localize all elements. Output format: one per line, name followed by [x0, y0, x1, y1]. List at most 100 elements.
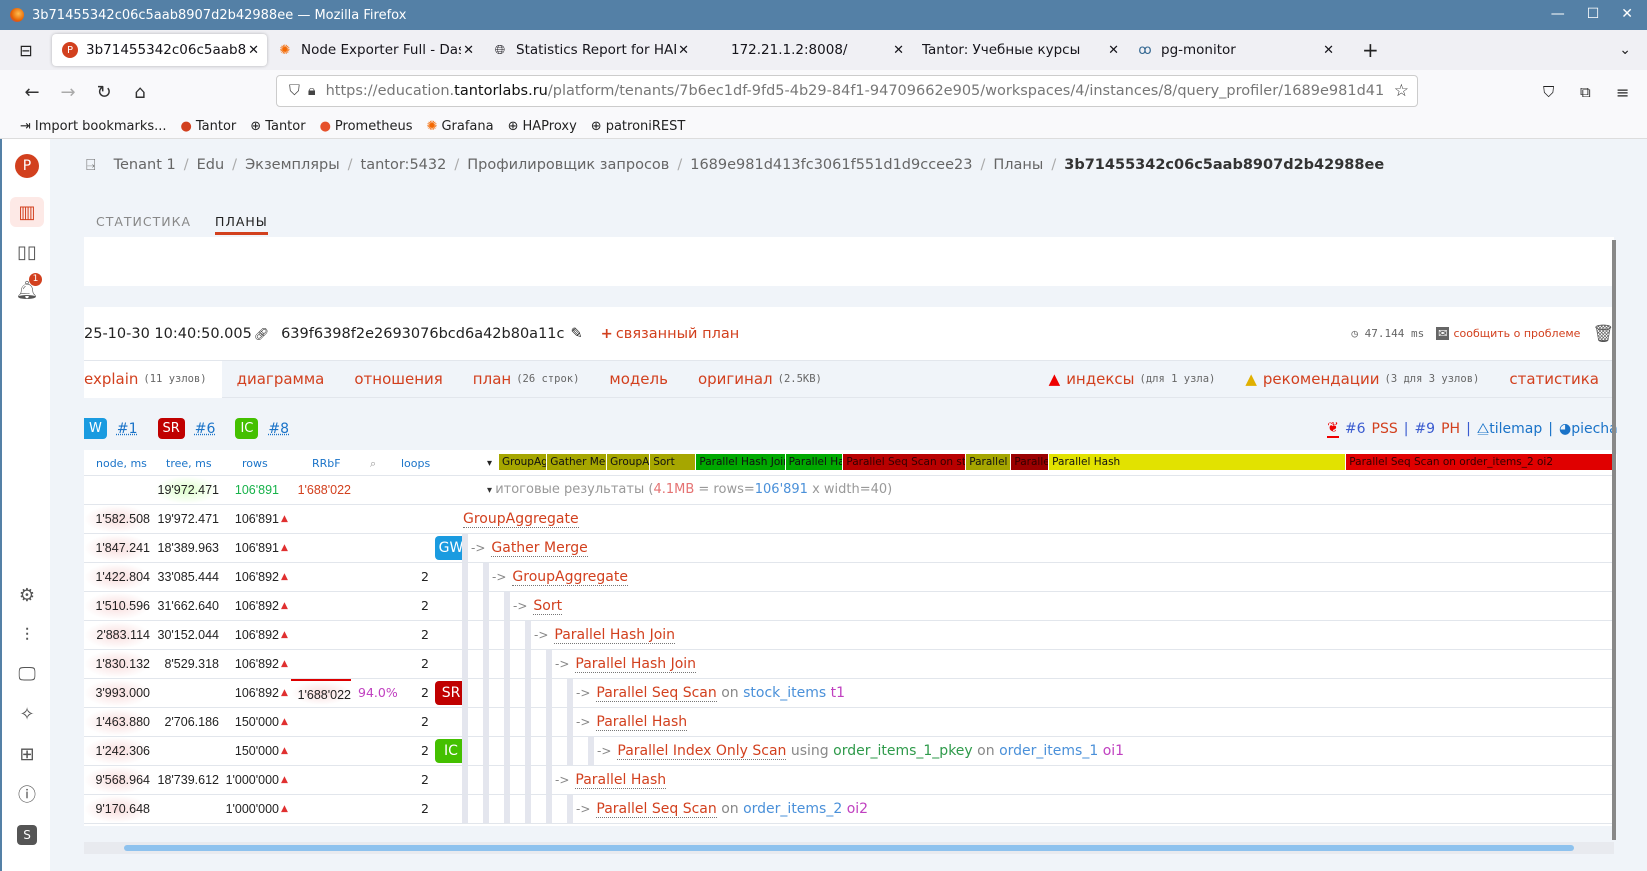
table-row[interactable]: 1'830.132 8'529.318 106'892 ▲ 2 -> Parallel Ha…	[84, 650, 1614, 679]
plan-node-name[interactable]: Parallel Hash Join	[554, 627, 676, 644]
collapse-sidebar-icon[interactable]: ⍈	[86, 155, 96, 174]
table-row[interactable]: 1'582.508 19'972.471 106'891 ▲ GroupAggregat…	[84, 505, 1614, 534]
plan-node-name[interactable]: Gather Merge	[491, 540, 588, 557]
menu-icon[interactable]: ≡	[1616, 82, 1630, 102]
bookmark-patronirest[interactable]: ⊕ patroniREST	[591, 119, 686, 134]
table-row[interactable]: 9'568.964 18'739.612 1'000'000 ▲ 2 -> Parallel…	[84, 766, 1614, 795]
timeline-segment[interactable]: Parallel Seq Scan on stock_items t1	[843, 454, 967, 470]
breadcrumb-item[interactable]: tantor:5432	[360, 157, 447, 173]
sidebar-item-instances[interactable]: ▥	[10, 197, 44, 227]
shield-icon[interactable]: ⛉	[289, 83, 300, 99]
sidebar-item-monitor[interactable]: 🖵︎	[10, 659, 44, 689]
badge-link[interactable]: #6	[194, 420, 216, 437]
tab-recommendations[interactable]: ▲ рекомендации (3 для 3 узлов)	[1245, 370, 1480, 388]
plan-node-name[interactable]: GroupAggregate	[512, 569, 628, 586]
node-badge[interactable]: GW	[435, 536, 467, 560]
close-tab-icon[interactable]: ✕	[1323, 42, 1334, 58]
back-button[interactable]: ←	[24, 81, 40, 103]
bookmark-tantor-2[interactable]: ⊕ Tantor	[250, 119, 305, 134]
col-rows[interactable]: rows	[242, 457, 268, 470]
tab-overview-icon[interactable]: ⊟	[19, 40, 33, 60]
badge-sr[interactable]: SR	[157, 418, 185, 439]
report-problem-link[interactable]: сообщить о проблеме	[1453, 327, 1581, 340]
timeline-segment[interactable]: GroupAggregate	[499, 454, 548, 470]
extensions-icon[interactable]: ⧉	[1580, 83, 1591, 101]
table-row[interactable]: 1'422.804 33'085.444 106'892 ▲ 2 -> GroupAggre…	[84, 563, 1614, 592]
close-tab-icon[interactable]: ✕	[463, 42, 474, 58]
vertical-scrollbar[interactable]	[1612, 240, 1616, 840]
plan-node-name[interactable]: Parallel Seq Scan	[596, 685, 717, 702]
minimize-button[interactable]: —	[1550, 6, 1565, 22]
bookmark-import[interactable]: ⇥ Import bookmarks...	[20, 119, 167, 134]
table-row[interactable]: 1'510.596 31'662.640 106'892 ▲ 2 -> Sort	[84, 592, 1614, 621]
close-tab-icon[interactable]: ✕	[893, 42, 904, 58]
horizontal-scrollbar[interactable]	[84, 842, 1614, 854]
timeline-segment[interactable]: Parallel Index Only Scan	[1011, 454, 1050, 470]
reload-button[interactable]: ↻	[96, 81, 112, 103]
plan-node-name[interactable]: Parallel Seq Scan	[596, 801, 717, 818]
tab-statistics[interactable]: СТАТИСТИКА	[96, 214, 192, 229]
tab-original[interactable]: оригинал (2.5KB)	[697, 370, 822, 388]
timeline-segment[interactable]: Parallel Hash	[1049, 454, 1347, 470]
col-tree-ms[interactable]: tree, ms	[166, 457, 212, 470]
browser-tab[interactable]: P 3b71455342c06c5aab8907d2b42988ee✕	[52, 34, 267, 66]
bookmark-prometheus[interactable]: ● Prometheus	[320, 119, 413, 134]
badge-link[interactable]: #8	[268, 420, 289, 437]
close-tab-icon[interactable]: ✕	[1108, 42, 1119, 58]
breadcrumb-item[interactable]: Планы	[993, 157, 1044, 173]
sidebar-item-docs[interactable]: ▯▯	[10, 237, 44, 267]
close-tab-icon[interactable]: ✕	[678, 42, 689, 58]
tilemap-link[interactable]: ⧋tilemap	[1476, 421, 1543, 437]
plan-node-name[interactable]: Parallel Index Only Scan	[617, 743, 787, 760]
node-badge[interactable]: SR	[435, 681, 467, 705]
col-node-ms[interactable]: node, ms	[96, 457, 147, 470]
badge-link[interactable]: #1	[116, 420, 138, 437]
hot-node-label[interactable]: PSS	[1371, 421, 1398, 437]
edit-icon[interactable]: ✎	[570, 325, 583, 342]
timeline-segment[interactable]: Parallel Hash Join	[696, 454, 786, 470]
timeline-segment[interactable]: Parallel Seq Scan on order_items_2 oi2	[1346, 454, 1618, 470]
bookmark-haproxy[interactable]: ⊕ HAProxy	[508, 119, 577, 134]
node-badge[interactable]: IC	[435, 739, 467, 763]
tab-model[interactable]: модель	[609, 370, 668, 388]
search-icon[interactable]: ⌕	[370, 457, 377, 470]
timeline-segment[interactable]: Parallel Hash Join	[785, 454, 844, 470]
close-window-button[interactable]: ✕	[1621, 6, 1633, 22]
breadcrumb-item[interactable]: 1689e981d413fc3061f551d1d9ccee23	[690, 157, 973, 173]
collapse-chevron-icon[interactable]: ▾	[487, 458, 493, 469]
sidebar-item-help[interactable]: ⓘ	[10, 779, 44, 809]
user-avatar[interactable]: S	[10, 820, 44, 850]
tab-statistics-view[interactable]: статистика	[1509, 370, 1599, 388]
breadcrumb-item[interactable]: Экземпляры	[245, 157, 340, 173]
plan-node-name[interactable]: Parallel Hash Join	[575, 656, 697, 673]
tab-explain[interactable]: explain (11 узлов)	[84, 360, 222, 398]
sidebar-item-settings[interactable]: ⚙	[10, 580, 44, 610]
table-row[interactable]: 2'883.114 30'152.044 106'892 ▲ 2 -> Parallel H…	[84, 621, 1614, 650]
trash-icon[interactable]: 🗑︎	[1592, 323, 1614, 344]
chevron-down-icon[interactable]: ▾	[487, 485, 496, 496]
sidebar-item-apps[interactable]: ⊞	[10, 739, 44, 769]
timeline-segment[interactable]: Sort	[650, 454, 697, 470]
bookmark-tantor[interactable]: ● Tantor	[181, 119, 237, 134]
browser-tab[interactable]: ꝏ pg-monitor ✕	[1127, 34, 1342, 66]
browser-tab[interactable]: Tantor: Учебные курсы по Ад ✕	[912, 34, 1127, 66]
home-button[interactable]: ⌂	[134, 81, 146, 103]
hot-node-link[interactable]: #6	[1344, 421, 1366, 437]
table-row[interactable]: 3'993.000 106'892 ▲ 1'688'022 94.0% 2 SR -> Para…	[84, 679, 1614, 708]
plan-node-name[interactable]: Parallel Hash	[596, 714, 688, 731]
hot-node-link[interactable]: #9	[1414, 421, 1436, 437]
bookmark-star-icon[interactable]: ☆	[1393, 81, 1409, 101]
close-tab-icon[interactable]: ✕	[248, 42, 259, 58]
sidebar-item-tuning[interactable]: ⫶	[10, 620, 44, 650]
maximize-button[interactable]: ☐	[1586, 6, 1600, 22]
timeline-segment[interactable]: Parallel Hash	[966, 454, 1012, 470]
breadcrumb-item[interactable]: Tenant 1	[113, 157, 176, 173]
plan-node-name[interactable]: Parallel Hash	[575, 772, 667, 789]
tantor-logo[interactable]: P	[10, 151, 44, 181]
plan-node-name[interactable]: Sort	[533, 598, 563, 615]
breadcrumb-item[interactable]: Профилировщик запросов	[467, 157, 670, 173]
link-icon[interactable]: 🔗︎	[253, 326, 270, 341]
forward-button[interactable]: →	[60, 81, 76, 103]
browser-tab[interactable]: 🌐︎ Statistics Report for HAProxy✕	[482, 34, 697, 66]
hot-node-label[interactable]: PH	[1441, 421, 1461, 437]
